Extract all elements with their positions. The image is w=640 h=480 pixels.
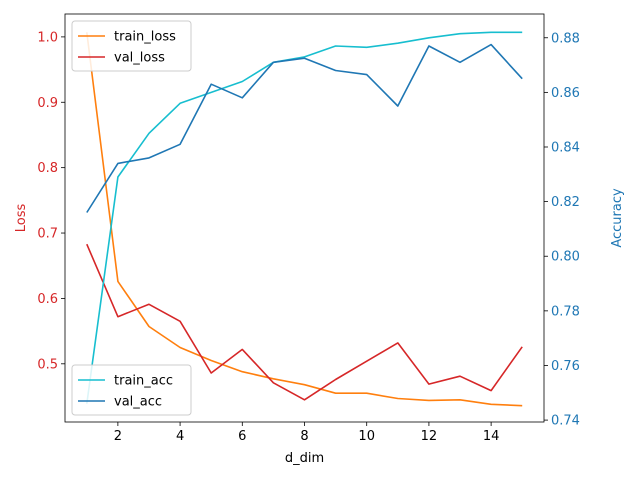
right-tick-label: 0.76: [551, 359, 580, 374]
left-tick-label: 0.5: [37, 357, 58, 372]
x-tick-label: 4: [176, 429, 184, 444]
left-y-axis: 0.5 0.6 0.7 0.8 0.9 1.0: [37, 30, 65, 372]
right-tick-label: 0.88: [551, 31, 580, 46]
x-axis: 2 4 6 8 10 12 14: [114, 422, 500, 444]
x-axis-label: d_dim: [285, 451, 324, 466]
right-tick-label: 0.74: [551, 414, 580, 429]
left-tick-label: 0.7: [37, 227, 58, 242]
x-tick-label: 12: [421, 429, 438, 444]
series-line-val-acc: [86, 43, 523, 213]
x-tick-label: 2: [114, 429, 122, 444]
legend-label-train-loss: train_loss: [114, 30, 176, 45]
right-tick-label: 0.80: [551, 250, 580, 265]
left-tick-label: 0.9: [37, 96, 58, 111]
x-tick-label: 10: [358, 429, 375, 444]
right-tick-label: 0.86: [551, 86, 580, 101]
right-y-axis: 0.74 0.76 0.78 0.80 0.82 0.84 0.86 0.88: [544, 31, 580, 429]
plot-area: [86, 31, 523, 407]
plot-frame: [64, 13, 545, 423]
left-tick-label: 0.6: [37, 292, 58, 307]
right-axis-label: Accuracy: [610, 188, 625, 248]
left-axis-label: Loss: [14, 204, 29, 233]
x-tick-label: 8: [300, 429, 308, 444]
accuracy-legend: train_acc val_acc: [71, 364, 192, 416]
x-tick-label: 14: [483, 429, 500, 444]
right-tick-label: 0.84: [551, 140, 580, 155]
x-tick-label: 6: [238, 429, 246, 444]
right-tick-label: 0.78: [551, 304, 580, 319]
legend-box: [71, 20, 192, 72]
right-tick-label: 0.82: [551, 195, 580, 210]
loss-legend: train_loss val_loss: [71, 20, 192, 72]
series-line-train-loss: [86, 32, 523, 407]
legend-label-val-acc: val_acc: [114, 395, 162, 410]
series-line-val-loss: [86, 243, 523, 401]
legend-label-train-acc: train_acc: [114, 374, 173, 389]
legend-box: [71, 364, 192, 416]
left-tick-label: 1.0: [37, 30, 58, 45]
series-line-train-acc: [86, 31, 523, 404]
left-tick-label: 0.8: [37, 161, 58, 176]
legend-label-val-loss: val_loss: [114, 51, 165, 66]
